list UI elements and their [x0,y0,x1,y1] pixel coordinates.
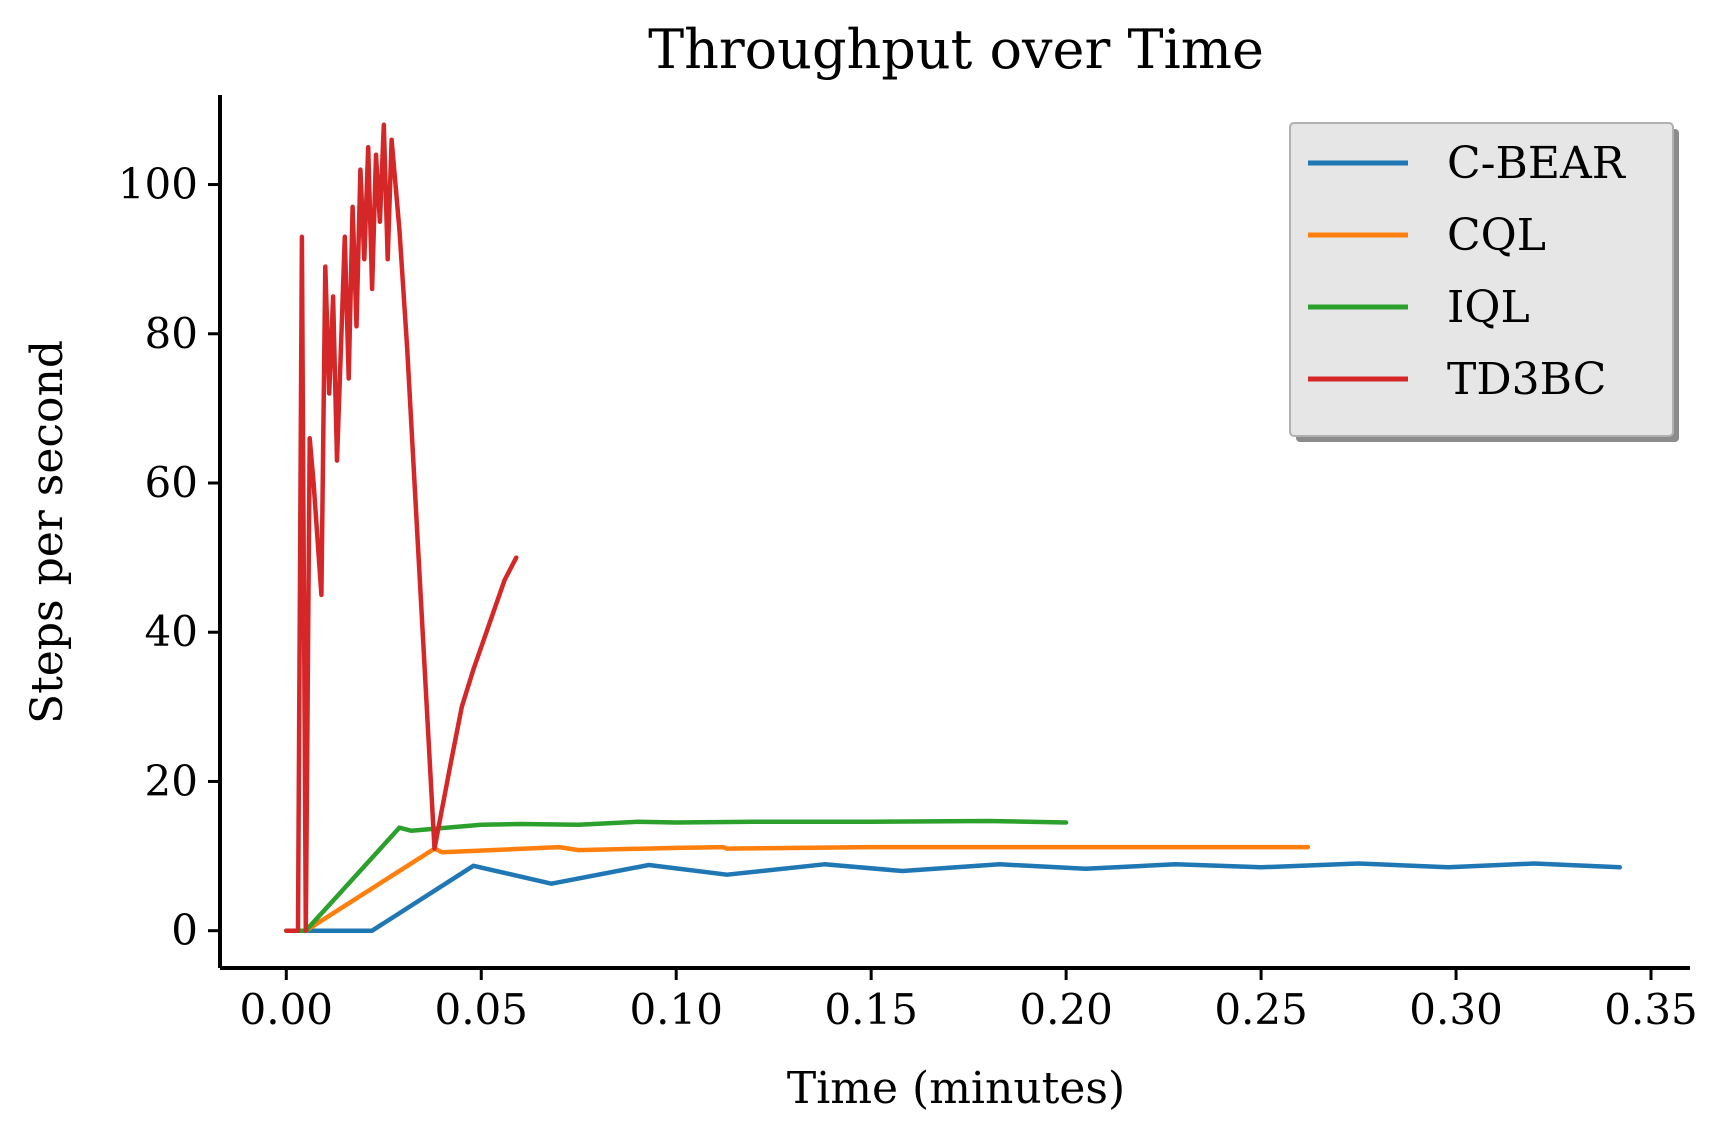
x-tick-label: 0.15 [824,985,918,1034]
legend-label-iql: IQL [1447,282,1530,333]
series-line-c-bear [284,861,1623,933]
legend-box [1289,122,1674,437]
legend-label-td3bc: TD3BC [1447,354,1606,405]
x-axis-label: Time (minutes) [787,1063,1125,1114]
series-line-cql [284,844,1311,933]
y-tick-label: 60 [145,458,198,507]
series-line-td3bc [284,122,519,933]
x-tick-label: 0.10 [629,985,723,1034]
x-tick-label: 0.00 [240,985,334,1034]
legend: C-BEAR CQL IQL TD3BC [1289,122,1679,442]
chart-title: Throughput over Time [648,18,1264,81]
y-tick-label: 80 [145,309,198,358]
x-tick-label: 0.30 [1409,985,1503,1034]
x-tick-label: 0.20 [1019,985,1113,1034]
x-tick-label: 0.25 [1214,985,1308,1034]
legend-label-c-bear: C-BEAR [1447,138,1627,189]
series-line-iql [284,818,1069,933]
y-tick-label: 0 [171,906,198,955]
y-tick-label: 40 [145,607,198,656]
legend-label-cql: CQL [1447,210,1546,261]
y-tick-label: 20 [145,756,198,805]
y-axis-label: Steps per second [22,340,73,724]
plot-area [284,122,1623,933]
y-tick-label: 100 [118,160,198,209]
x-tick-label: 0.05 [434,985,528,1034]
x-tick-label: 0.35 [1604,985,1698,1034]
axes: 0 20 40 60 80 100 0.00 0.05 0.10 0.15 0.20 0.25 0.30… [118,95,1698,1034]
